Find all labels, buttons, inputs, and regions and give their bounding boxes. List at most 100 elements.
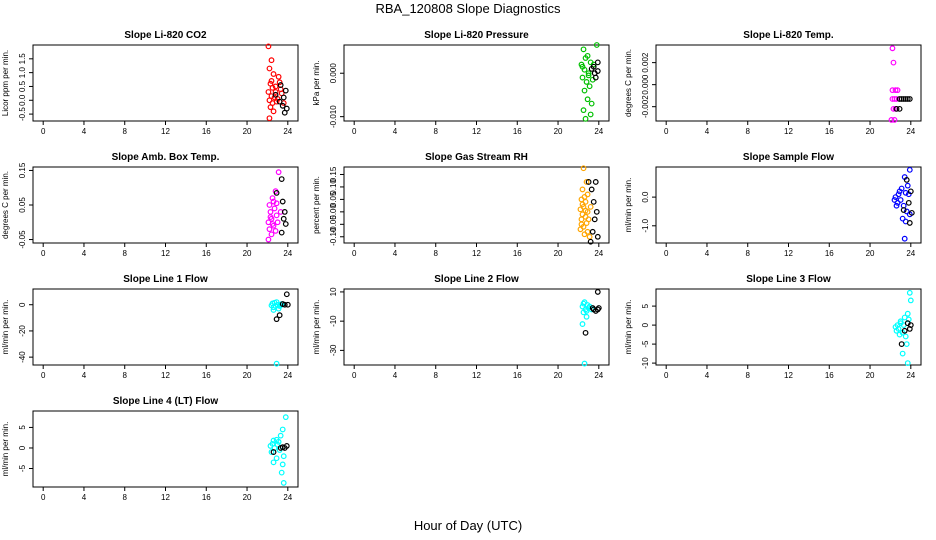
y-axis-label: ml/min per min. [1,300,10,355]
y-tick-label: 0.00 [329,204,338,220]
data-point [273,190,280,196]
y-tick-label: 0.05 [329,191,338,207]
x-tick-label: 8 [746,127,751,136]
data-point [273,455,280,462]
y-tick-label: 0.15 [18,162,27,178]
panel-title: Slope Line 2 Flow [434,274,519,285]
plot-frame [655,166,922,244]
x-tick-label: 16 [202,493,211,502]
data-point [904,182,911,189]
data-point [272,89,279,95]
data-point [280,453,287,460]
data-point [283,291,290,298]
y-axis-label: degrees C per min. [624,49,633,117]
x-tick-label: 20 [243,127,252,136]
data-point [273,316,280,323]
data-point [585,70,592,77]
x-tick-label: 16 [202,127,211,136]
data-point [587,238,594,245]
x-tick-label: 20 [243,371,252,380]
data-point [894,199,901,206]
data-point [274,219,281,226]
x-tick-label: 4 [705,371,710,380]
y-tick-label: 0.05 [18,197,27,213]
data-point [280,94,287,101]
data-point [592,74,599,81]
data-point [282,414,289,421]
x-tick-label: 8 [434,249,439,258]
x-tick-label: 8 [123,249,128,258]
data-point [583,179,590,185]
data-point [268,57,275,64]
data-point [582,329,589,336]
data-point [270,437,277,444]
x-tick-label: 4 [82,249,87,258]
x-tick-label: 8 [434,371,439,380]
data-point [891,197,898,203]
data-point [268,231,275,238]
data-point [276,79,283,86]
y-tick-label: 1.5 [18,53,27,65]
data-point [579,303,586,310]
data-point [581,360,588,367]
data-point [902,189,909,196]
data-point [906,166,913,173]
x-tick-label: 8 [746,371,751,380]
data-point [278,176,285,182]
data-point [906,220,913,226]
x-tick-label: 8 [123,493,128,502]
data-point [581,87,588,94]
data-point [892,194,899,201]
data-point [275,169,282,176]
x-tick-label: 0 [41,127,46,136]
data-point [579,74,586,81]
x-tick-label: 24 [906,371,915,380]
data-point [587,203,594,210]
data-point [906,96,913,102]
data-point [585,72,592,79]
plot-frame [655,44,922,122]
data-point [275,73,282,80]
y-tick-label: 0.0 [641,191,650,203]
x-tick-label: 16 [825,127,834,136]
data-point [898,341,905,348]
panel-5: Slope Gas Stream RH percent per min. 0 4 8 12… [312,152,610,258]
data-point [901,327,908,334]
plot-frame [343,288,610,366]
plot-frame [32,288,299,366]
x-tick-label: 8 [434,127,439,136]
plot-frame [655,288,922,366]
data-point [588,100,595,107]
x-tick-label: 12 [472,127,481,136]
data-point [279,461,286,468]
panel-title: Slope Line 1 Flow [123,274,208,285]
x-tick-label: 20 [243,249,252,258]
y-tick-label: 0.5 [18,80,27,92]
x-tick-label: 20 [554,371,563,380]
data-point [896,331,903,338]
data-point [904,360,911,367]
panel-title: Slope Li-820 Temp. [743,30,834,41]
data-point [588,186,595,193]
y-tick-label: -0.002 [641,95,650,118]
x-tick-label: 0 [352,249,357,258]
data-point [908,209,915,216]
data-point [267,104,274,111]
x-tick-label: 4 [82,371,87,380]
y-axis-label: kPa per min. [312,61,321,106]
data-point [281,209,288,215]
panel-3: Slope Li-820 Temp. degrees C per min. 0 4 8 1… [624,30,922,136]
data-point [581,194,588,200]
panel-7: Slope Line 1 Flow ml/min per min. 0 4 8 12 16 2… [1,274,299,380]
y-tick-label: -40 [18,351,27,363]
data-point [582,55,589,61]
data-point [580,107,587,114]
data-point [265,43,272,50]
data-point [276,98,283,105]
data-point [276,312,283,319]
data-point [592,308,599,314]
x-tick-label: 0 [664,371,669,380]
y-tick-label: 1.0 [18,67,27,79]
data-point [896,105,903,112]
panel-9: Slope Line 3 Flow ml/min per min. 0 4 8 12 16 2… [624,274,922,380]
